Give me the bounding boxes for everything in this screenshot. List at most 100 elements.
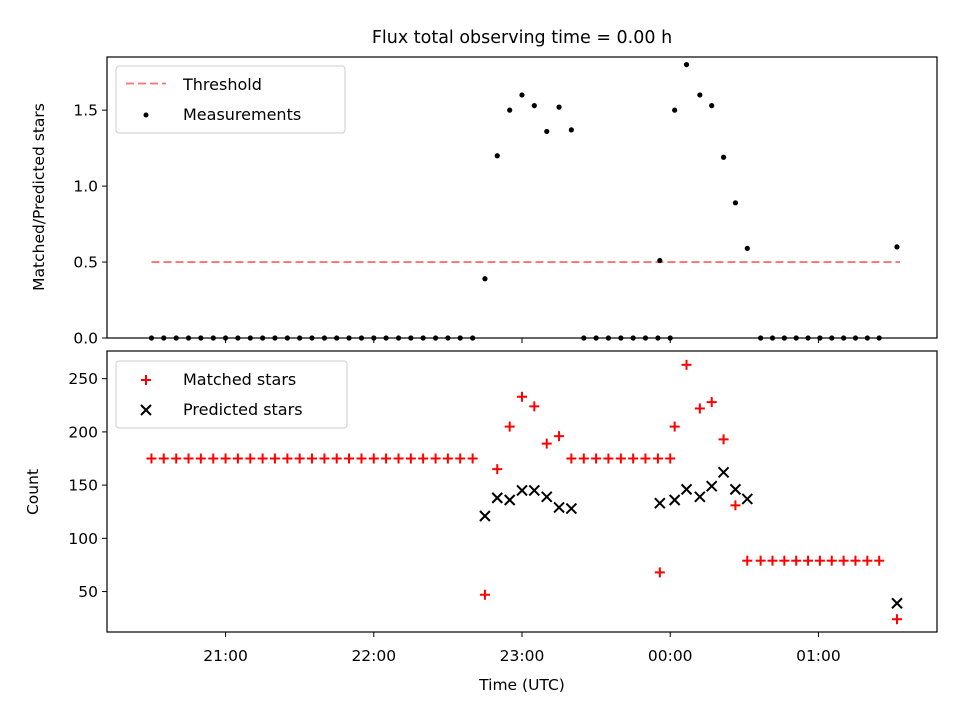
predicted-star-point	[706, 480, 718, 492]
matched-star-point	[665, 453, 676, 464]
measurement-point	[657, 257, 663, 264]
measurement-point	[432, 335, 439, 341]
measurement-point	[185, 335, 192, 341]
measurement-point	[568, 127, 574, 133]
measurement-point	[581, 335, 587, 341]
matched-star-point	[803, 555, 814, 566]
measurement-point	[148, 335, 155, 341]
matched-star-point	[694, 403, 705, 414]
matched-star-point	[615, 453, 626, 464]
matched-star-point	[158, 453, 169, 464]
predicted-star-point	[654, 497, 666, 509]
legend-predicted-swatch	[140, 404, 152, 416]
matched-star-point	[504, 421, 515, 432]
matched-star-point	[755, 555, 766, 566]
measurement-point	[709, 103, 715, 109]
legend-threshold-label: Threshold	[182, 75, 262, 94]
matched-star-point	[541, 438, 552, 449]
measurement-point	[732, 200, 739, 206]
matched-star-point	[381, 453, 392, 464]
matched-star-point	[814, 555, 825, 566]
matched-star-point	[245, 453, 256, 464]
measurement-point	[420, 335, 426, 341]
predicted-star-point	[729, 483, 742, 496]
measurement-point	[683, 61, 690, 68]
measurement-point	[793, 335, 799, 341]
measurement-point	[272, 335, 278, 341]
measurement-point	[395, 335, 402, 341]
predicted-star-point-b	[680, 483, 693, 496]
predicted-star-point-b	[891, 597, 903, 609]
predicted-star-point	[680, 483, 693, 496]
measurement-point	[544, 128, 550, 135]
measurement-point	[198, 335, 204, 341]
x-axis-label: Time (UTC)	[478, 676, 565, 694]
matched-star-point	[405, 453, 416, 464]
matched-star-point	[730, 500, 741, 511]
measurement-point	[297, 335, 303, 341]
measurement-point	[173, 335, 179, 341]
predicted-star-point-b	[668, 494, 681, 506]
matched-star-point	[492, 464, 503, 475]
matched-star-point	[874, 555, 885, 566]
bottom-y-tick-label: 250	[68, 370, 98, 388]
top-y-tick-label: 1.5	[73, 102, 98, 120]
measurement-point	[309, 335, 315, 341]
matched-star-point	[566, 453, 577, 464]
measurement-point	[470, 335, 476, 341]
matched-star-point	[442, 453, 453, 464]
matched-star-point	[319, 453, 330, 464]
measurement-point	[210, 335, 216, 341]
bottom-x-tick-label: 21:00	[203, 647, 248, 665]
measurement-point	[593, 335, 599, 341]
measurement-point	[829, 335, 835, 341]
matched-star-point	[640, 453, 651, 464]
measurement-point	[247, 335, 253, 341]
predicted-star-point-b	[528, 484, 541, 497]
legend-cross-marker-b	[140, 404, 152, 416]
predicted-star-point-b	[741, 493, 753, 505]
measurement-point	[260, 335, 266, 341]
predicted-star-point	[491, 492, 503, 504]
legend-measurements-label: Measurements	[183, 105, 301, 124]
measurement-point	[519, 92, 525, 98]
predicted-star-point	[553, 501, 565, 514]
matched-star-point	[183, 453, 194, 464]
matched-star-point	[393, 453, 404, 464]
predicted-star-point	[528, 484, 541, 497]
matched-star-point	[257, 453, 268, 464]
legend-matched-swatch	[141, 375, 151, 385]
bottom-legend: Matched stars Predicted stars	[115, 360, 348, 429]
measurement-point	[321, 335, 328, 341]
measurement-point	[642, 335, 649, 341]
bottom-x-ticks: 21:00 22:00 23:00 00:00 01:00	[203, 632, 841, 665]
matched-star-point	[706, 397, 717, 408]
legend-cross-marker	[140, 404, 152, 416]
matched-star-point	[628, 453, 639, 464]
measurement-point	[445, 335, 451, 341]
matched-star-point	[430, 453, 441, 464]
matched-star-point	[171, 453, 182, 464]
legend-measurements-swatch	[143, 112, 149, 118]
measurement-point	[781, 335, 787, 341]
chart-title: Flux total observing time = 0.00 h	[372, 28, 672, 48]
top-y-tick-label: 0.0	[73, 330, 98, 348]
measurement-point	[457, 335, 463, 341]
matched-star-point	[368, 453, 379, 464]
matched-star-point	[294, 453, 305, 464]
measurement-point	[161, 335, 167, 341]
matched-star-point	[554, 431, 565, 442]
matched-star-point	[232, 453, 243, 464]
matched-star-point	[479, 589, 490, 600]
matched-star-point	[669, 421, 680, 432]
top-y-tick-label: 0.5	[73, 254, 98, 272]
star-count-series	[146, 359, 903, 625]
predicted-star-point-b	[565, 502, 578, 515]
matched-star-point	[208, 453, 219, 464]
measurement-point	[697, 92, 703, 98]
matched-star-point	[891, 614, 902, 625]
measurement-point	[346, 335, 352, 341]
matched-star-point	[418, 453, 429, 464]
measurement-point	[334, 335, 340, 341]
